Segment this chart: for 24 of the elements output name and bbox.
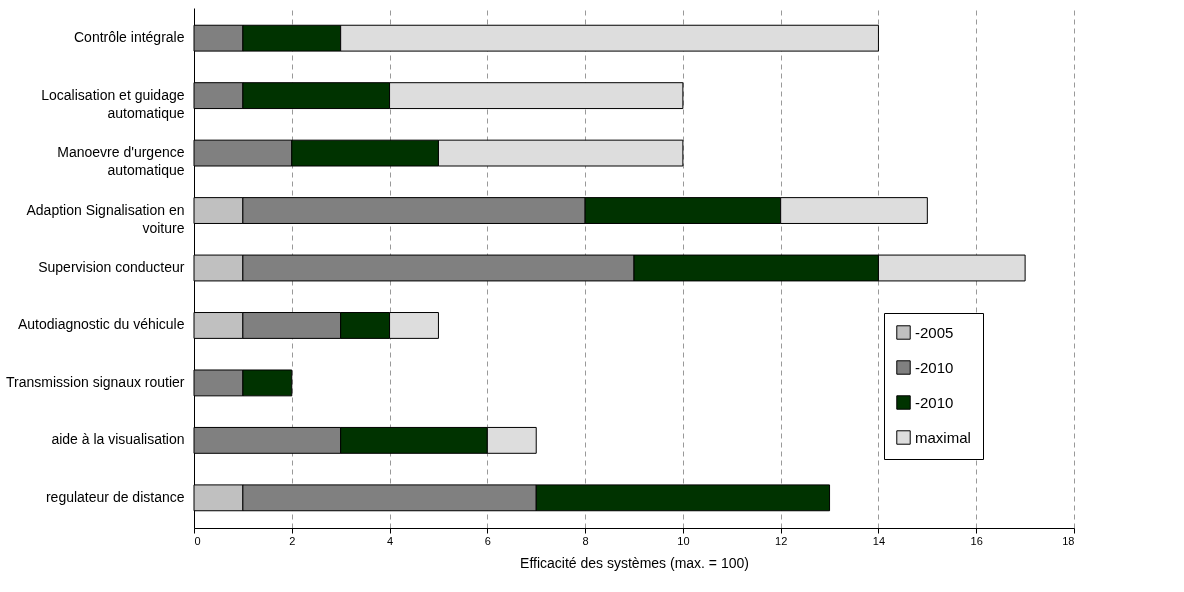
x-tick-label: 0 — [194, 534, 201, 547]
x-tick-label: 10 — [677, 534, 690, 547]
y-tick-label: Supervision conducteur — [38, 259, 185, 275]
x-tick-label: 14 — [872, 534, 886, 547]
x-tick-label: 8 — [582, 534, 589, 547]
y-tick-label: Localisation et guidage automatique — [41, 86, 185, 121]
x-tick-label: 16 — [970, 534, 983, 547]
x-tick-label: 12 — [775, 534, 788, 547]
y-tick-label: aide à la visualisation — [51, 431, 185, 448]
x-tick-label: 2 — [289, 534, 296, 547]
y-tick-label: Adaption Signalisation en voiture — [26, 201, 185, 236]
x-tick-label: 6 — [484, 534, 491, 547]
y-tick-label: regulateur de distance — [45, 488, 185, 505]
legend-label: -2010 — [915, 393, 954, 411]
legend-label: maximal — [915, 428, 971, 446]
x-tick-label: 18 — [1062, 534, 1075, 547]
x-tick-label: 4 — [386, 534, 394, 547]
legend-label: -2010 — [915, 358, 954, 376]
y-tick-label: Contrôle intégrale — [73, 29, 185, 46]
x-axis-title: Efficacité des systèmes (max. = 100) — [520, 554, 749, 571]
y-tick-label: Manoevre d'urgence automatique — [57, 144, 185, 179]
legend-label: -2005 — [915, 323, 954, 341]
y-tick-label: Transmission signaux routier — [6, 373, 185, 390]
y-tick-label: Autodiagnostic du véhicule — [17, 316, 185, 333]
